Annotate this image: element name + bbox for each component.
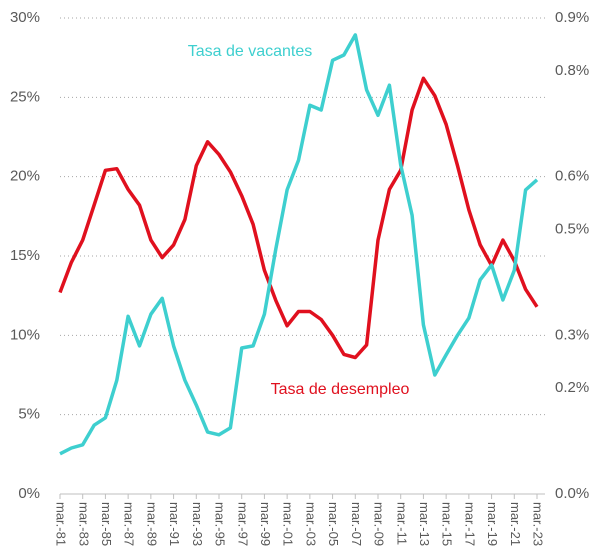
y2-tick-label: 0.9% (555, 9, 589, 26)
x-tick-label: mar.-85 (99, 502, 114, 546)
y-tick-label: 25% (10, 88, 40, 105)
series-line (59, 33, 539, 456)
series-line (58, 76, 539, 360)
y-tick-label: 30% (10, 9, 40, 26)
y-tick-label: 20% (10, 168, 40, 185)
x-tick-label: mar.-99 (258, 502, 273, 546)
y-tick-label: 15% (10, 247, 40, 264)
x-tick-label: mar.-13 (417, 502, 432, 546)
x-tick-label: mar.-93 (190, 502, 205, 546)
y2-tick-label: 0.5% (555, 221, 589, 238)
series-annotation: Tasa de desempleo (271, 381, 410, 398)
x-tick-label: mar.-09 (372, 502, 387, 546)
x-tick-label: mar.-03 (303, 502, 318, 546)
series-annotation: Tasa de vacantes (188, 43, 313, 60)
y-tick-label: 5% (18, 406, 40, 423)
y2-tick-label: 0.8% (555, 62, 589, 79)
y2-tick-label: 0.6% (555, 168, 589, 185)
y2-tick-label: 0.3% (555, 326, 589, 343)
x-tick-label: mar.-21 (508, 502, 523, 546)
y2-tick-label: 0.2% (555, 379, 589, 396)
y-tick-label: 10% (10, 326, 40, 343)
x-tick-label: mar.-05 (326, 502, 341, 546)
x-tick-label: mar.-97 (235, 502, 250, 546)
x-tick-label: mar.-81 (54, 502, 69, 546)
x-tick-label: mar.-83 (76, 502, 91, 546)
x-tick-label: mar.-15 (440, 502, 455, 546)
x-tick-label: mar.-17 (462, 502, 477, 546)
x-tick-label: mar.-23 (531, 502, 546, 546)
y-tick-label: 0% (18, 485, 40, 502)
x-tick-label: mar.-01 (281, 502, 296, 546)
x-tick-label: mar.-95 (213, 502, 228, 546)
y2-tick-label: 0.0% (555, 485, 589, 502)
x-tick-label: mar.-87 (122, 502, 137, 546)
x-tick-label: mar.-89 (144, 502, 159, 546)
x-tick-label: mar.-07 (349, 502, 364, 546)
x-tick-label: mar.-19 (485, 502, 500, 546)
x-tick-label: mar.-91 (167, 502, 182, 546)
x-tick-label: mar.-11 (394, 502, 409, 545)
